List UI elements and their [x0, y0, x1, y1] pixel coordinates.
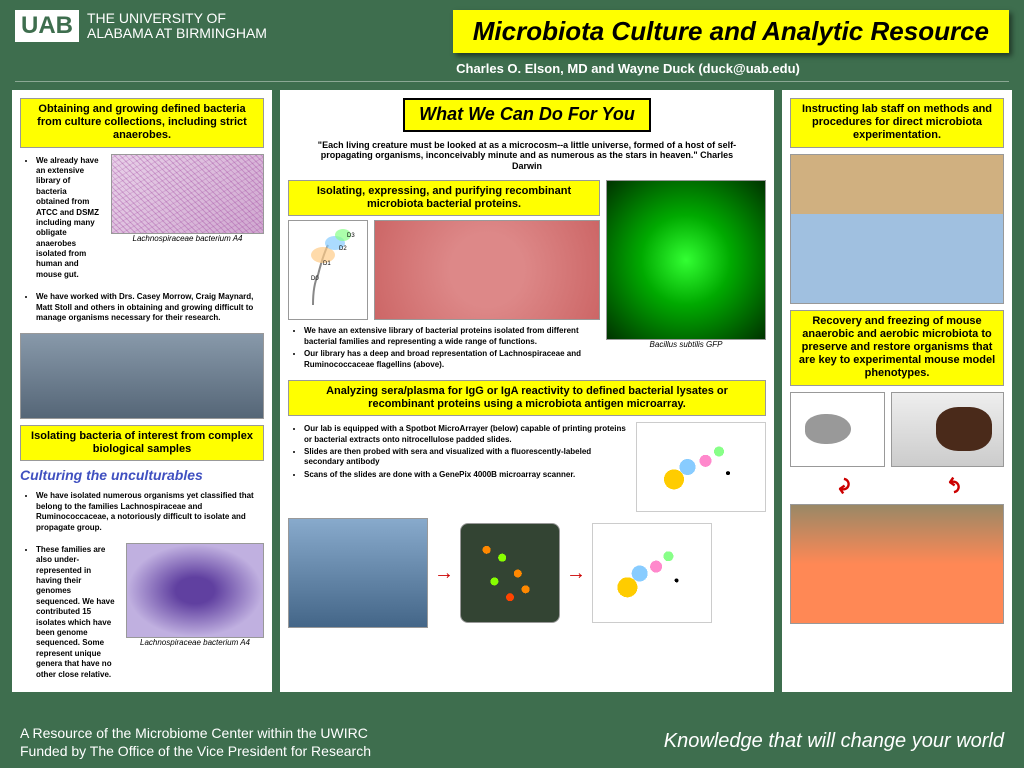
- arrow-icon: →: [566, 562, 586, 585]
- darwin-quote: "Each living creature must be looked at …: [288, 138, 766, 174]
- mid-heading-1: Isolating, expressing, and purifying rec…: [288, 180, 600, 216]
- sample-image: [891, 392, 1004, 467]
- authors: Charles O. Elson, MD and Wayne Duck (duc…: [287, 61, 1009, 76]
- logo-mark: UAB: [15, 10, 79, 42]
- mid-heading-2: Analyzing sera/plasma for IgG or IgA rea…: [288, 380, 766, 416]
- footer-left: A Resource of the Microbiome Center with…: [20, 724, 371, 760]
- right-heading-2: Recovery and freezing of mouse anaerobic…: [790, 310, 1004, 386]
- curved-arrow-icon: ↶: [938, 475, 966, 496]
- left-bullets-2b: These families are also under-represente…: [20, 543, 120, 684]
- middle-column: What We Can Do For You "Each living crea…: [280, 90, 774, 692]
- left-heading-1: Obtaining and growing defined bacteria f…: [20, 98, 264, 148]
- left-bullets-1b: We have worked with Drs. Casey Morrow, C…: [20, 290, 264, 327]
- svg-text:D0: D0: [311, 276, 319, 282]
- header: UAB THE UNIVERSITY OF ALABAMA AT BIRMING…: [0, 0, 1024, 81]
- mid-title: What We Can Do For You: [403, 98, 651, 132]
- content: Obtaining and growing defined bacteria f…: [0, 82, 1024, 700]
- left-bullets-2: We have isolated numerous organisms yet …: [20, 489, 264, 537]
- logo-text: THE UNIVERSITY OF ALABAMA AT BIRMINGHAM: [87, 11, 267, 42]
- scatter-plot-2: [592, 523, 712, 623]
- footer-tagline: Knowledge that will change your world: [664, 730, 1004, 753]
- gfp-image: [606, 180, 766, 340]
- bacterium-image-1: [111, 154, 264, 234]
- right-heading-1: Instructing lab staff on methods and pro…: [790, 98, 1004, 148]
- lab-hood-image: [20, 333, 264, 419]
- right-column: Instructing lab staff on methods and pro…: [782, 90, 1012, 692]
- gfp-caption: Bacillus subtilis GFP: [606, 340, 766, 349]
- footer: A Resource of the Microbiome Center with…: [0, 716, 1024, 768]
- mid-bullets-1: We have an extensive library of bacteria…: [288, 324, 600, 374]
- cryo-tubes-image: [790, 504, 1004, 624]
- uab-logo: UAB THE UNIVERSITY OF ALABAMA AT BIRMING…: [15, 10, 267, 42]
- petri-dish-image: [374, 220, 600, 320]
- svg-text:D2: D2: [339, 246, 347, 252]
- mouse-drawing: [790, 392, 885, 467]
- bacterium-image-2: [126, 543, 264, 638]
- left-bullets-1: We already have an extensive library of …: [20, 154, 105, 285]
- main-title: Microbiota Culture and Analytic Resource: [453, 10, 1009, 53]
- left-heading-2: Isolating bacteria of interest from comp…: [20, 425, 264, 461]
- svg-text:D1: D1: [323, 261, 331, 267]
- caption-2: Lachnospiraceae bacterium A4: [126, 638, 264, 647]
- caption-1: Lachnospiraceae bacterium A4: [111, 234, 264, 243]
- microarray-scan-image: [460, 523, 560, 623]
- scatter-plot-1: [636, 422, 766, 512]
- culturing-heading: Culturing the unculturables: [20, 467, 264, 483]
- title-area: Microbiota Culture and Analytic Resource…: [287, 10, 1009, 76]
- arrow-icon: →: [434, 562, 454, 585]
- protein-structure-image: D0 D1 D2 D3: [288, 220, 368, 320]
- microarrayer-image: [288, 518, 428, 628]
- mid-bullets-2: Our lab is equipped with a Spotbot Micro…: [288, 422, 630, 484]
- left-column: Obtaining and growing defined bacteria f…: [12, 90, 272, 692]
- svg-text:D3: D3: [347, 233, 355, 239]
- instructor-image: [790, 154, 1004, 304]
- curved-arrow-icon: ↷: [828, 475, 856, 496]
